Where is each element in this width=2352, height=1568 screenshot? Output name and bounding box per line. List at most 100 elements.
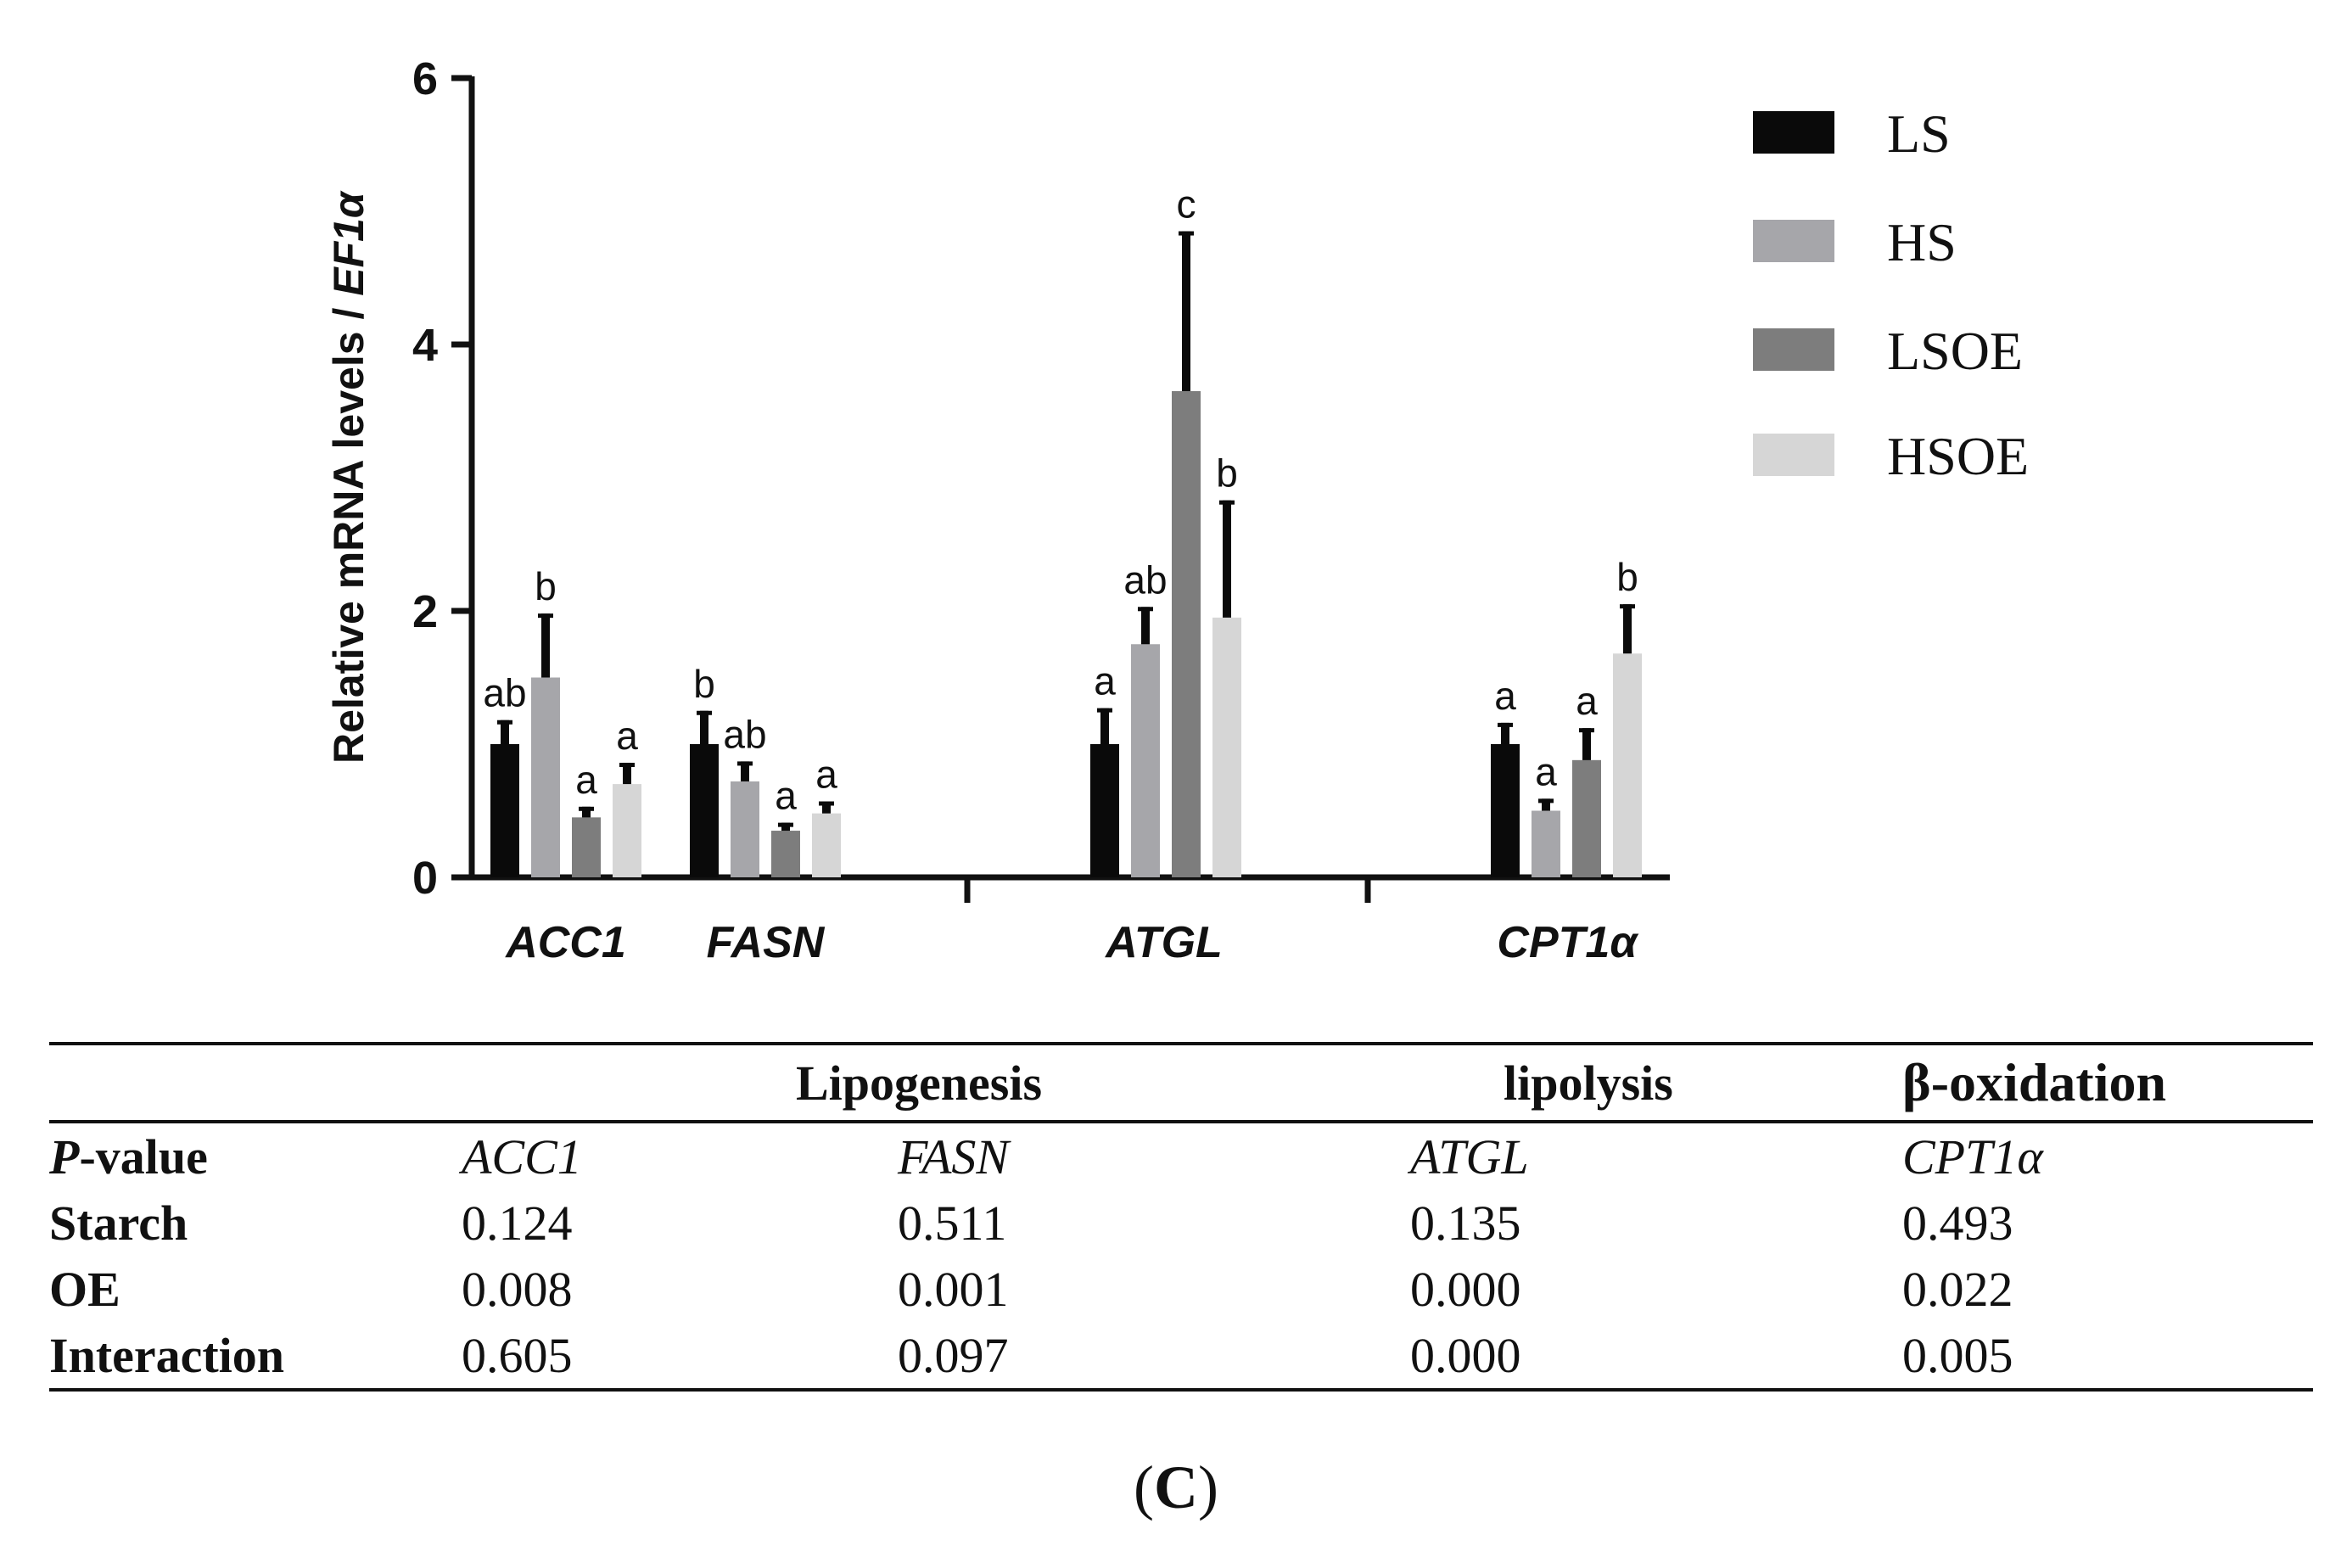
table-row-starch: Starch 0.124 0.511 0.135 0.493 <box>49 1190 2313 1256</box>
error-bar <box>1182 231 1190 393</box>
significance-label: b <box>1216 451 1238 496</box>
error-bar-cap <box>1579 728 1594 733</box>
legend-label: LS <box>1887 104 1951 164</box>
bar-lsoe <box>1572 759 1601 877</box>
significance-label: b <box>535 564 557 608</box>
error-bar-cap <box>819 801 834 806</box>
table-cell: 0.022 <box>1902 1261 2013 1317</box>
significance-label: ab <box>1123 557 1167 602</box>
table-cell: 0.001 <box>898 1261 1009 1317</box>
error-bar-cap <box>1498 722 1513 727</box>
gene-acc1: ACC1 <box>462 1128 582 1184</box>
bar-hsoe <box>1212 617 1241 877</box>
error-bar-cap <box>737 761 753 766</box>
error-bar <box>741 761 749 783</box>
table-cell: 0.605 <box>462 1322 898 1392</box>
legend-label: HSOE <box>1887 426 2029 486</box>
row-label: OE <box>49 1261 120 1317</box>
row-label: Interaction <box>49 1322 462 1392</box>
error-bar-cap <box>697 710 712 715</box>
table-row-genes: P-value ACC1 FASN ATGL CPT1α <box>49 1122 2313 1190</box>
error-bar-cap <box>579 806 594 811</box>
error-bar <box>582 806 591 820</box>
y-axis-label: Relative mRNA levels / EF1α <box>325 190 372 764</box>
significance-label: a <box>815 753 837 797</box>
table-cell: 0.000 <box>1410 1322 1902 1392</box>
y-axis-label-main: Relative mRNA levels / <box>325 296 372 764</box>
error-bar <box>1582 728 1591 762</box>
table-cell: 0.005 <box>1902 1322 2313 1392</box>
error-bar-cap <box>538 613 553 619</box>
legend-swatch-hs <box>1753 220 1834 262</box>
bar-lsoe <box>1172 390 1201 877</box>
error-bar <box>1223 500 1231 619</box>
bar-hsoe <box>812 813 841 877</box>
error-bar-cap <box>619 762 635 767</box>
error-bar <box>700 710 708 746</box>
significance-label: c <box>1177 182 1196 227</box>
significance-label: b <box>1616 555 1638 599</box>
table-group-header-row: Lipogenesis lipolysis β-oxidation <box>49 1042 2313 1123</box>
bar-ls <box>690 744 719 877</box>
significance-label: a <box>1494 674 1516 718</box>
significance-label: a <box>575 758 597 802</box>
lipolysis-header: lipolysis <box>1410 1042 1902 1123</box>
error-bar <box>1623 604 1632 656</box>
bar-ls <box>1491 744 1520 877</box>
error-bar-cap <box>497 720 512 725</box>
error-bar-cap <box>1179 231 1194 236</box>
error-bar-cap <box>1138 607 1153 612</box>
category-label: ATGL <box>1104 918 1223 967</box>
bar-hs <box>731 781 759 877</box>
chart-bars <box>490 231 1642 877</box>
bar-lsoe <box>572 817 601 877</box>
figure-caption: (C) <box>1134 1453 1218 1521</box>
bar-ls <box>490 744 519 877</box>
legend-swatch-ls <box>1753 111 1834 154</box>
category-label: ACC1 <box>504 918 626 967</box>
significance-label: a <box>616 714 638 758</box>
significance-label: a <box>1535 749 1557 793</box>
y-axis-label-italic: EF1α <box>325 190 372 296</box>
significance-label: a <box>775 774 797 818</box>
error-bar-cap <box>1620 604 1635 609</box>
gene-fasn: FASN <box>898 1128 1010 1184</box>
lipogenesis-header: Lipogenesis <box>462 1042 1410 1123</box>
gene-cpt1a: CPT1α <box>1902 1128 2043 1184</box>
significance-label: a <box>1576 679 1598 723</box>
error-bar <box>781 822 790 833</box>
error-bar <box>1141 607 1150 647</box>
category-label: CPT1α <box>1497 918 1639 967</box>
table-cell: 0.000 <box>1410 1261 1521 1317</box>
table-cell: 0.097 <box>898 1322 1410 1392</box>
error-bar-cap <box>1538 798 1554 804</box>
row-label: Starch <box>49 1195 188 1251</box>
beta-oxidation-header: β-oxidation <box>1902 1042 2313 1123</box>
error-bar <box>822 801 831 815</box>
bar-hsoe <box>1613 653 1642 877</box>
error-bar <box>1501 722 1509 746</box>
gene-atgl: ATGL <box>1410 1128 1529 1184</box>
y-tick-label: 0 <box>412 853 438 904</box>
error-bar <box>1100 708 1109 746</box>
error-bar <box>501 720 509 746</box>
error-bar-cap <box>1097 708 1112 713</box>
legend-label: LSOE <box>1887 321 2023 381</box>
significance-label: b <box>693 662 715 706</box>
legend-swatch-lsoe <box>1753 328 1834 371</box>
significance-label: ab <box>723 712 766 756</box>
table-cell: 0.135 <box>1410 1195 1521 1251</box>
error-bar <box>623 762 631 787</box>
table-cell: 0.493 <box>1902 1195 2013 1251</box>
table-cell: 0.008 <box>462 1261 573 1317</box>
error-bar <box>1542 798 1550 813</box>
bar-hs <box>531 677 560 877</box>
chart-legend: LS HS LSOE HSOE <box>1753 104 2029 486</box>
chart-axes: 0 2 4 6 Relative mRNA levels / EF1α <box>325 53 1670 904</box>
table-cell: 0.511 <box>898 1195 1007 1251</box>
error-bar-cap <box>1219 500 1235 505</box>
y-tick-label: 6 <box>412 53 438 104</box>
bar-ls <box>1090 744 1119 877</box>
